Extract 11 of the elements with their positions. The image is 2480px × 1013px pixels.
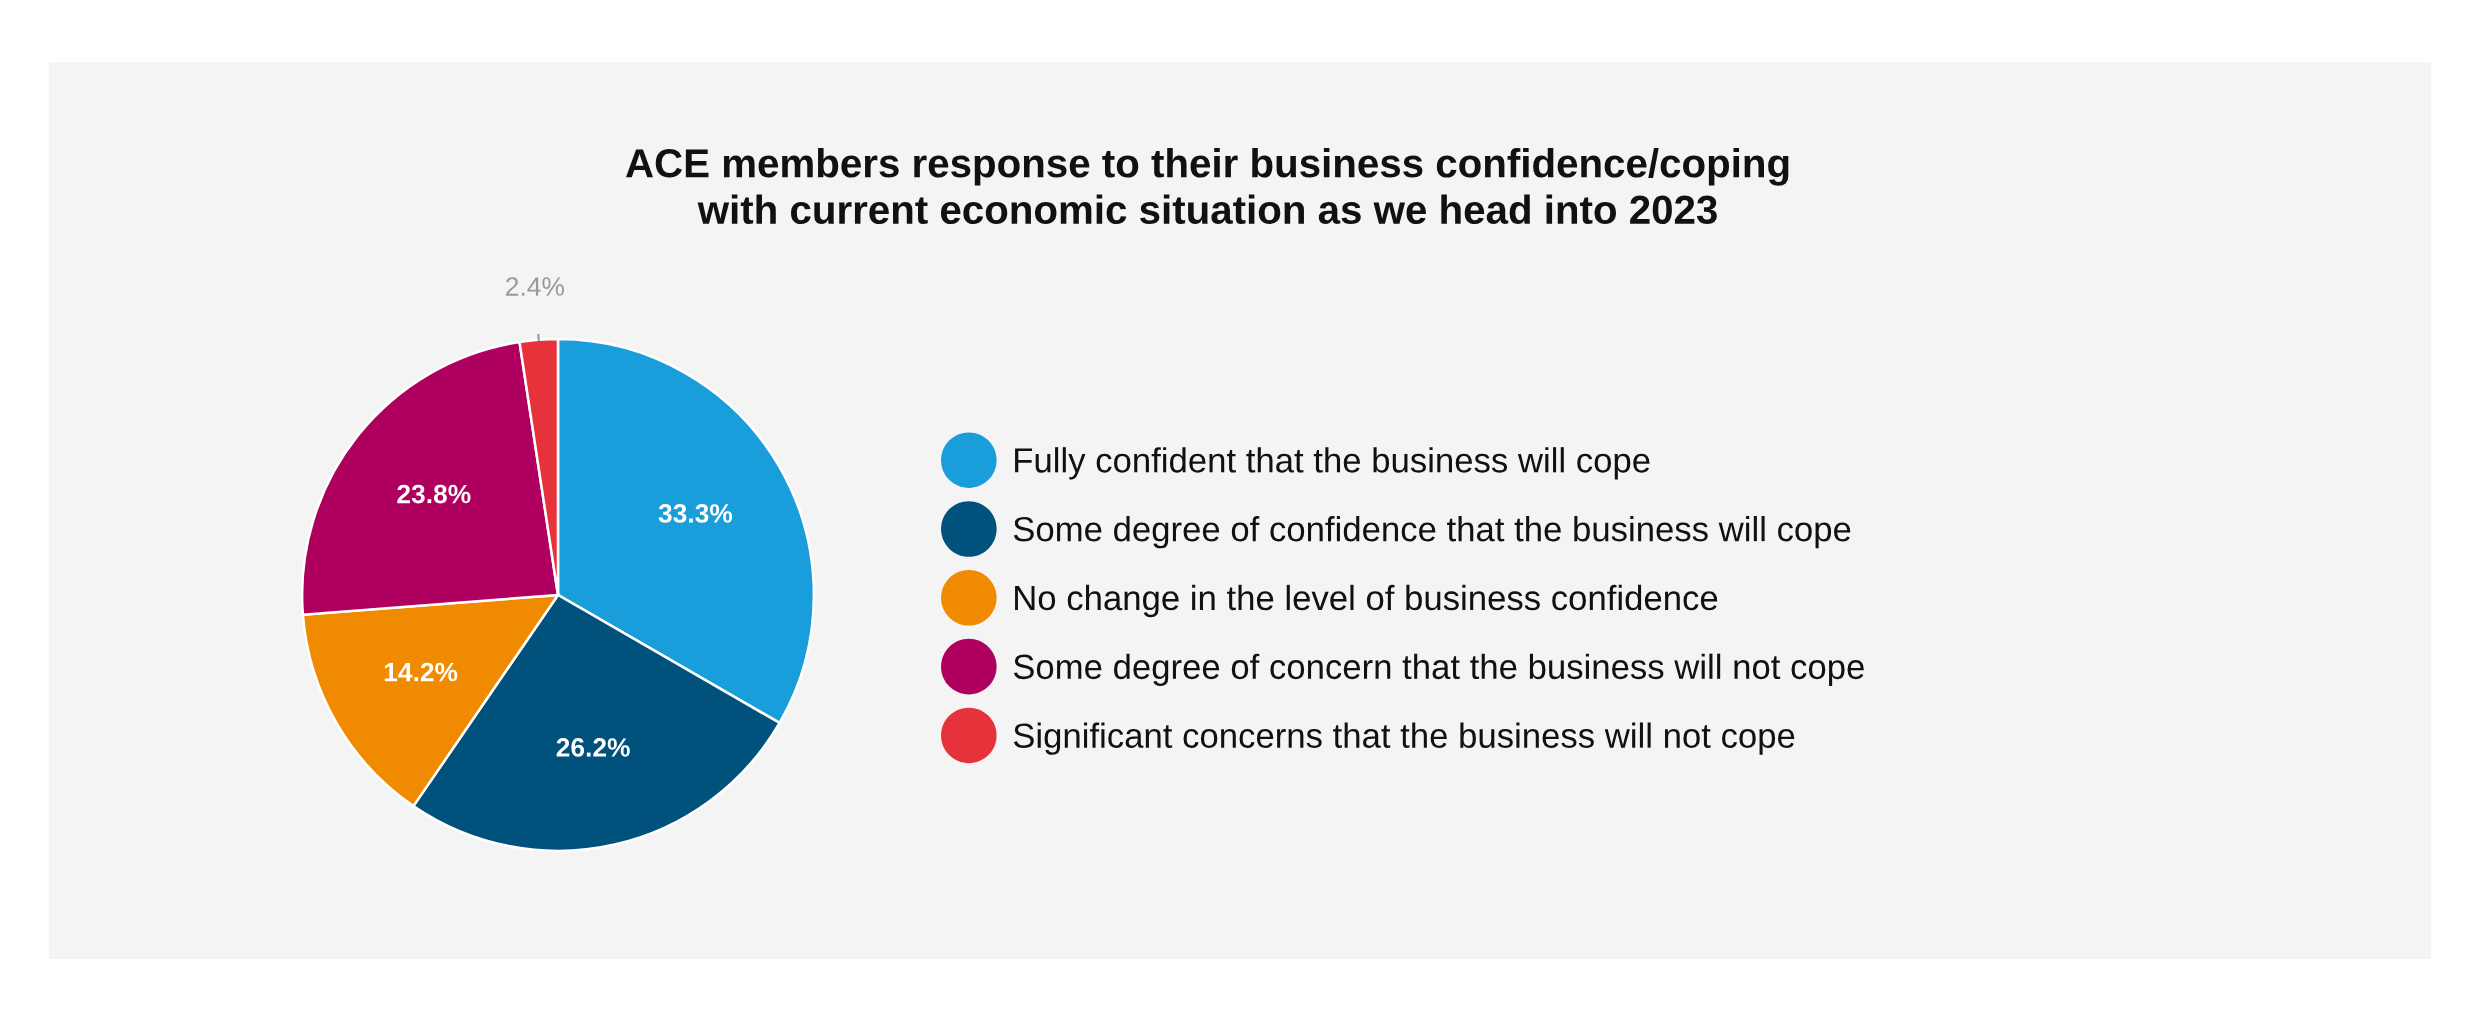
legend-label: Some degree of concern that the business will not cope	[1013, 653, 1864, 687]
data-label: 23.8%	[397, 484, 471, 504]
data-label: 26.2%	[556, 738, 630, 757]
legend-label: Fully confident that the business will cope	[1015, 447, 1650, 480]
chart-title: ACE members response to their business confidence/coping with current economic situation as we head into 2023	[626, 147, 1789, 225]
legend-label: Significant concerns that the business will not cope	[1013, 722, 1795, 755]
legend-label: No change in the level of business confidence	[1015, 584, 1718, 618]
data-label: 2.4%	[506, 277, 564, 296]
legend-label: Some degree of confidence that the business will cope	[1013, 515, 1851, 549]
data-label: 14.2%	[384, 662, 458, 682]
data-label: 33.3%	[658, 504, 733, 523]
